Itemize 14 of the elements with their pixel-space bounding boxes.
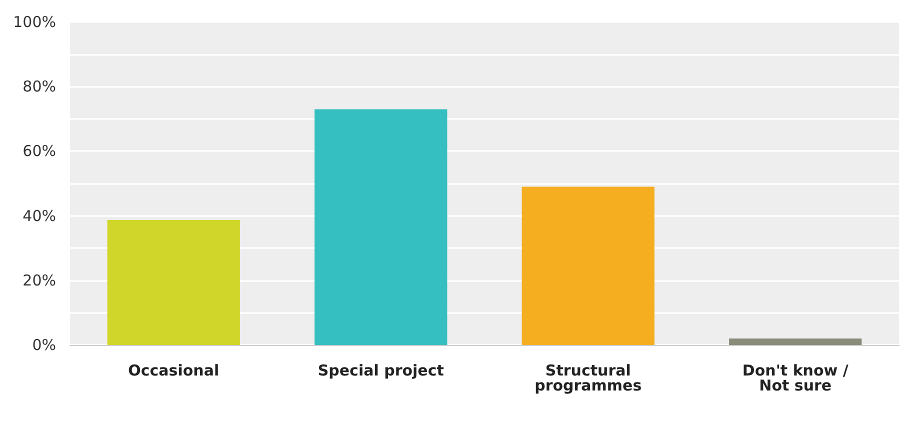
y-tick-label: 0% <box>32 336 56 354</box>
bar <box>729 338 862 345</box>
y-tick-label: 60% <box>22 142 56 160</box>
y-tick-label: 40% <box>22 206 56 225</box>
x-tick-label: Special project <box>318 362 444 380</box>
y-tick-label: 100% <box>13 13 56 31</box>
x-tick-label: Occasional <box>128 362 220 380</box>
x-tick-label: Don't know / Not sure <box>742 362 849 394</box>
bar <box>522 186 654 345</box>
bar <box>107 220 240 345</box>
x-tick-label: Structural programmes <box>534 362 642 394</box>
bar <box>314 109 448 345</box>
y-tick-label: 20% <box>22 271 56 290</box>
y-tick-label: 80% <box>22 78 56 96</box>
